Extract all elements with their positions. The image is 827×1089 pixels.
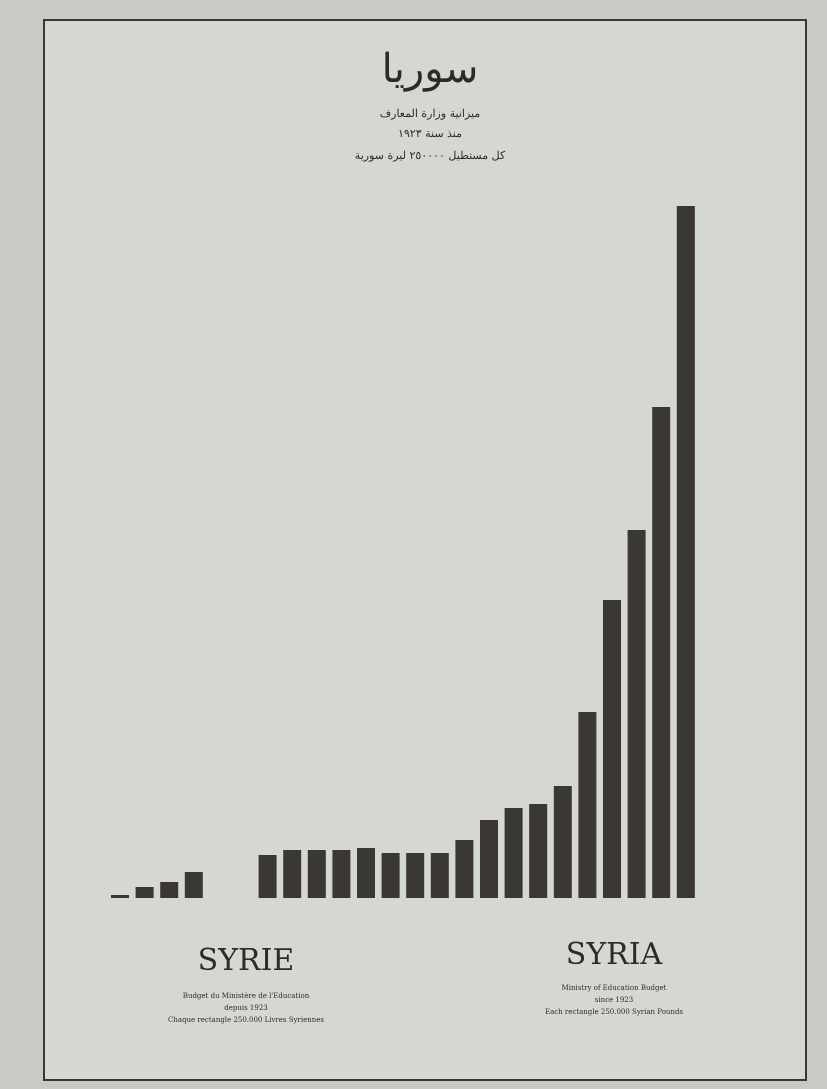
left-note: depuis 1923 [224, 1004, 267, 1012]
bar [258, 855, 277, 898]
bar [676, 206, 695, 898]
right-note: Each rectangle 250.000 Syrian Pounds [545, 1008, 683, 1016]
bar [184, 872, 203, 898]
chart-title: سوريا [382, 46, 479, 92]
right-note: Ministry of Education Budget [562, 984, 667, 992]
bar [603, 600, 621, 898]
left-note: Chaque rectangle 250.000 Livres Syrienne… [168, 1016, 324, 1024]
bar [332, 850, 351, 898]
bar [578, 712, 597, 898]
bar [111, 895, 129, 898]
bar [381, 853, 400, 898]
left-note: Budget du Ministère de l'Education [183, 992, 310, 1000]
subtitle: ميزانية وزارة المعارف [380, 107, 481, 120]
bar [283, 850, 302, 898]
bar [357, 848, 375, 898]
bar [627, 530, 646, 898]
bar [553, 786, 572, 898]
subtitle: منذ سنة ١٩٢٣ [398, 127, 462, 140]
bar [307, 850, 326, 898]
bar [160, 882, 179, 898]
right-note: since 1923 [595, 996, 633, 1004]
right-title: SYRIA [566, 937, 663, 972]
bar [406, 853, 425, 898]
bar [480, 820, 498, 898]
bar [652, 407, 671, 898]
bar [135, 887, 154, 898]
bar [430, 853, 449, 898]
bar [455, 840, 474, 898]
left-title: SYRIE [198, 943, 295, 978]
subtitle: كل مستطيل ٢٥٠٠٠٠ ليرة سورية [355, 149, 506, 162]
bar [529, 804, 548, 898]
bar [504, 808, 523, 898]
